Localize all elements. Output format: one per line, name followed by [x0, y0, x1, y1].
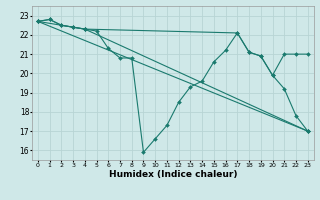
- X-axis label: Humidex (Indice chaleur): Humidex (Indice chaleur): [108, 170, 237, 179]
